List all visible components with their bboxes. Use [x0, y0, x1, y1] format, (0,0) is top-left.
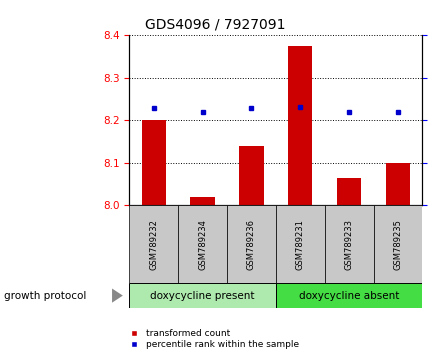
- Text: GDS4096 / 7927091: GDS4096 / 7927091: [145, 18, 285, 32]
- Text: GSM789231: GSM789231: [295, 219, 304, 270]
- Bar: [190, 197, 214, 205]
- Bar: [141, 120, 166, 205]
- Text: growth protocol: growth protocol: [4, 291, 86, 301]
- Text: GSM789232: GSM789232: [149, 219, 158, 270]
- Text: GSM789236: GSM789236: [246, 219, 255, 270]
- Bar: [239, 146, 263, 205]
- Text: doxycycline absent: doxycycline absent: [298, 291, 398, 301]
- Bar: [324, 205, 373, 283]
- Bar: [275, 205, 324, 283]
- Legend: transformed count, percentile rank within the sample: transformed count, percentile rank withi…: [125, 329, 298, 349]
- Bar: [287, 46, 312, 205]
- Bar: [227, 205, 275, 283]
- Bar: [178, 205, 227, 283]
- Text: GSM789233: GSM789233: [344, 219, 353, 270]
- Bar: [129, 283, 275, 308]
- Text: GSM789235: GSM789235: [393, 219, 402, 270]
- Bar: [129, 205, 178, 283]
- Bar: [275, 283, 421, 308]
- Bar: [373, 205, 421, 283]
- Text: doxycycline present: doxycycline present: [150, 291, 254, 301]
- Bar: [385, 163, 409, 205]
- Bar: [336, 178, 360, 205]
- Text: GSM789234: GSM789234: [198, 219, 206, 270]
